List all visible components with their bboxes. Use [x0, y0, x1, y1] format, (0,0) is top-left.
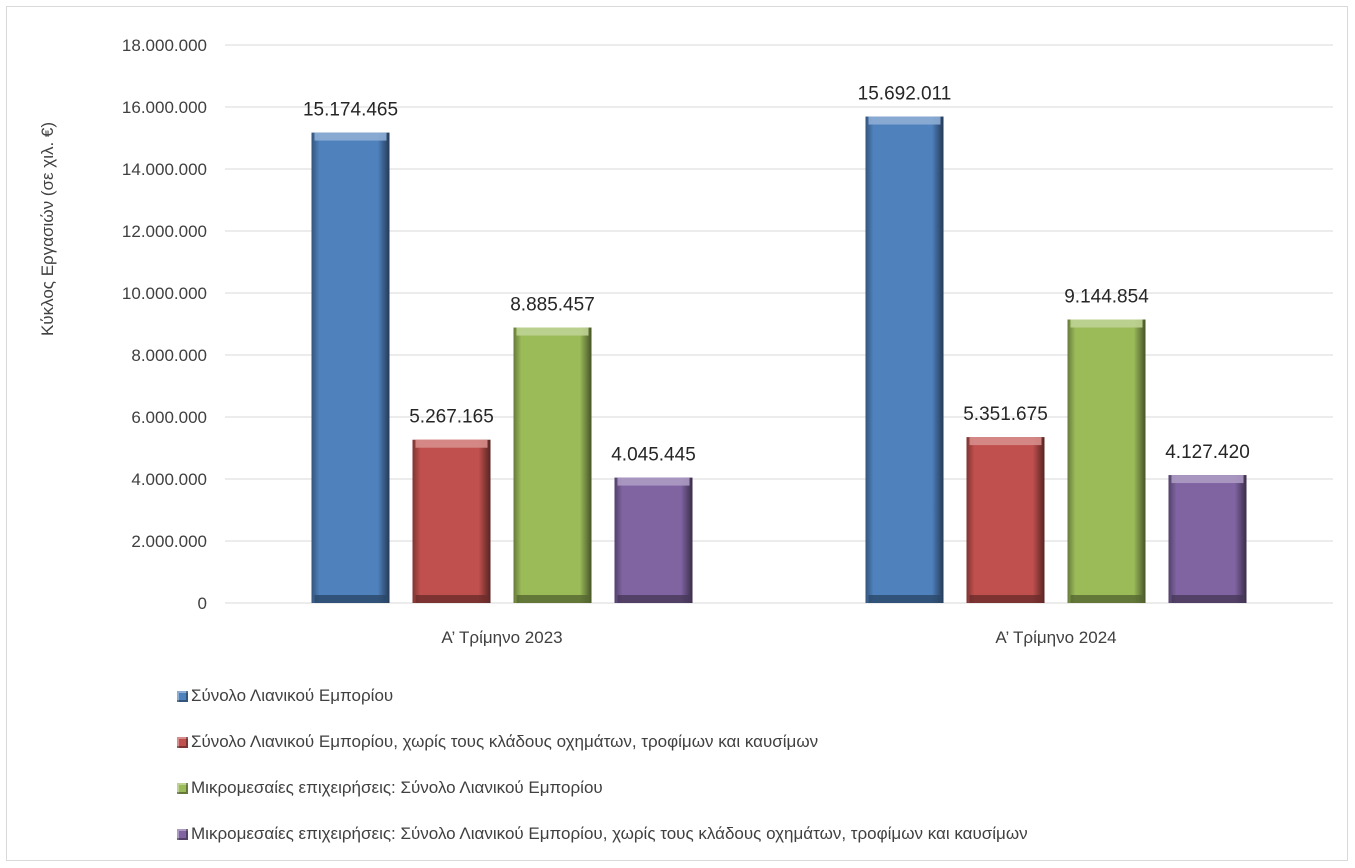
y-tick-label: 16.000.000 [122, 98, 207, 117]
legend-label: Μικρομεσαίες επιχειρήσεις: Σύνολο Λιανικ… [191, 778, 603, 797]
bar [311, 132, 390, 603]
bars [311, 116, 1247, 603]
bar-bevel-top [1171, 475, 1244, 484]
bar-bevel-bottom [415, 595, 488, 603]
y-tick-label: 8.000.000 [131, 346, 207, 365]
x-tick-label: Α’ Τρίμηνο 2023 [441, 628, 562, 647]
gridlines [225, 44, 1333, 604]
data-label: 15.692.011 [858, 84, 952, 105]
bar-bevel-bottom [868, 595, 941, 603]
y-axis-label: Κύκλος Εργασιών (σε χιλ. €) [38, 122, 57, 336]
data-label: 15.174.465 [303, 100, 398, 121]
bar-bevel-top [868, 116, 941, 125]
bar-bevel-bottom [1171, 595, 1244, 603]
legend-item: Μικρομεσαίες επιχειρήσεις: Σύνολο Λιανικ… [177, 823, 1028, 845]
bar [614, 477, 693, 603]
y-tick-label: 10.000.000 [122, 284, 207, 303]
bar [513, 327, 592, 603]
data-label: 5.351.675 [963, 404, 1048, 425]
bar [966, 437, 1045, 603]
legend-swatch [177, 828, 188, 840]
data-label: 5.267.165 [409, 407, 494, 428]
data-labels: 15.174.465 5.267.165 8.885.457 4.045.445 15.… [303, 84, 1250, 466]
legend-label: Σύνολο Λιανικού Εμπορίου, χωρίς τους κλά… [191, 732, 819, 751]
y-tick-label: 2.000.000 [131, 532, 207, 551]
chart-frame: 0 2.000.000 4.000.000 6.000.000 8.000.000 10.… [6, 6, 1348, 861]
data-label: 8.885.457 [510, 295, 595, 316]
bar-bevel-bottom [617, 595, 690, 603]
bar-bevel-top [415, 439, 488, 448]
bar-bevel-top [617, 477, 690, 486]
legend-item: Σύνολο Λιανικού Εμπορίου, χωρίς τους κλά… [177, 731, 818, 753]
legend-label: Σύνολο Λιανικού Εμπορίου [191, 686, 394, 705]
bar-bevel-top [969, 437, 1042, 446]
legend-item: Σύνολο Λιανικού Εμπορίου [177, 685, 393, 707]
y-tick-label: 0 [198, 594, 207, 613]
bar-bevel-bottom [1070, 595, 1143, 603]
y-tick-label: 12.000.000 [122, 222, 207, 241]
y-tick-labels: 0 2.000.000 4.000.000 6.000.000 8.000.000 10.… [122, 36, 207, 613]
legend-item: Μικρομεσαίες επιχειρήσεις: Σύνολο Λιανικ… [177, 777, 603, 799]
bar [1067, 319, 1146, 603]
bar-bevel-bottom [314, 595, 387, 603]
bar-bevel-bottom [516, 595, 589, 603]
x-tick-label: Α’ Τρίμηνο 2024 [995, 628, 1116, 647]
y-tick-label: 6.000.000 [131, 408, 207, 427]
x-tick-labels: Α’ Τρίμηνο 2023 Α’ Τρίμηνο 2024 [441, 628, 1116, 647]
bar-bevel-bottom [969, 595, 1042, 603]
bar-bevel-top [314, 132, 387, 141]
data-label: 4.127.420 [1165, 442, 1250, 463]
legend-swatch [177, 782, 188, 794]
y-tick-label: 18.000.000 [122, 36, 207, 55]
legend-label: Μικρομεσαίες επιχειρήσεις: Σύνολο Λιανικ… [191, 824, 1028, 843]
bar-bevel-top [1070, 319, 1143, 328]
y-tick-label: 4.000.000 [131, 470, 207, 489]
y-tick-label: 14.000.000 [122, 160, 207, 179]
data-label: 4.045.445 [611, 445, 696, 466]
bar [865, 116, 944, 603]
bar [1168, 475, 1247, 603]
bar [412, 439, 491, 603]
data-label: 9.144.854 [1064, 287, 1149, 308]
legend-swatch [177, 736, 188, 748]
bar-chart: 0 2.000.000 4.000.000 6.000.000 8.000.000 10.… [38, 36, 1333, 647]
legend-swatch [177, 690, 188, 702]
bar-bevel-top [516, 327, 589, 336]
